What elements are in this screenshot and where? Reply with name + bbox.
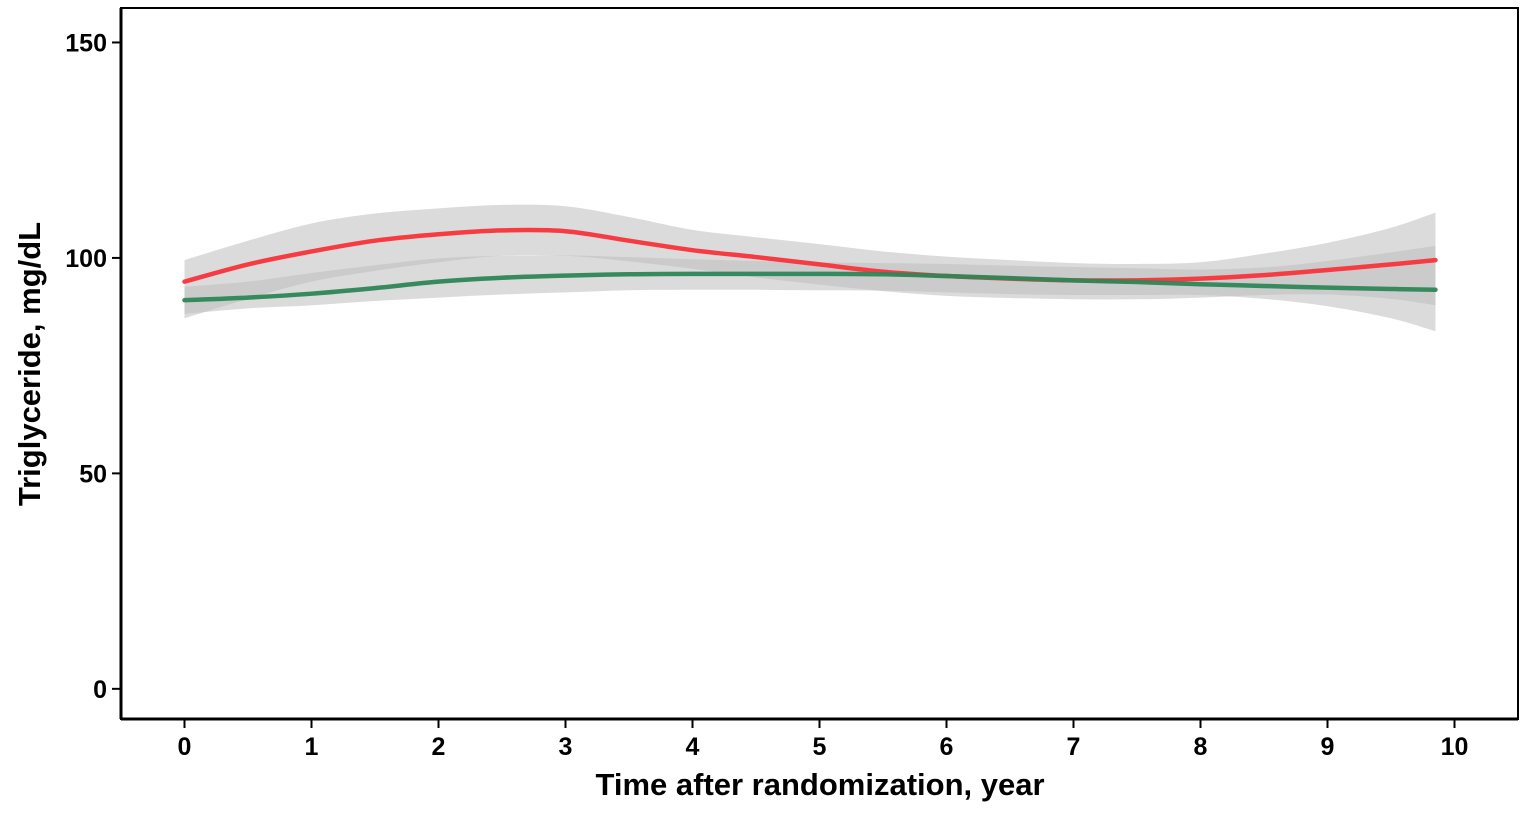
y-axis-title: Triglyceride, mg/dL [12,222,47,506]
x-tick-label: 9 [1321,733,1335,761]
x-tick-label: 2 [432,733,446,761]
series-line-2 [182,271,1438,303]
x-tick-label: 10 [1441,733,1469,761]
x-tick-label: 3 [559,733,573,761]
series-line-1 [182,227,1438,284]
x-axis-title: Time after randomization, year [595,767,1044,802]
x-tick-label: 1 [305,733,319,761]
ci-band-series-2 [184,245,1436,332]
x-tick-label: 5 [813,733,827,761]
x-tick-label: 7 [1067,733,1081,761]
y-tick-label: 150 [65,29,107,57]
series-lines [182,227,1438,303]
y-tick-label: 100 [65,245,107,273]
x-tick-label: 6 [940,733,954,761]
y-tick-label: 0 [93,676,107,704]
x-tick-label: 0 [178,733,192,761]
panel-border [120,7,1519,720]
x-tick-label: 8 [1194,733,1208,761]
x-tick-label: 4 [686,733,700,761]
y-tick-label: 50 [79,460,107,488]
axes [119,7,1519,721]
confidence-bands [184,204,1436,332]
